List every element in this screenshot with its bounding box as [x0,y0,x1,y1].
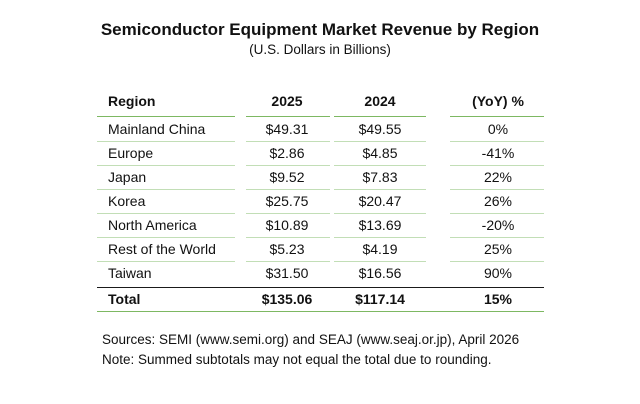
table-row-region: Japan [108,169,147,185]
row-separator [450,165,544,166]
table-row-yoy: -41% [481,145,515,161]
row-separator [334,141,426,142]
row-separator [450,261,544,262]
table-row-region: North America [108,217,197,233]
row-separator [97,237,235,238]
header-region: Region [108,93,156,109]
header-rule-yoy [450,116,544,117]
header-2024: 2024 [364,93,396,109]
table-row-yoy: 0% [487,121,509,137]
row-separator [97,141,235,142]
row-separator [334,165,426,166]
table-row-region: Rest of the World [108,241,216,257]
row-separator [246,141,330,142]
row-separator [450,213,544,214]
table-row-2024: $4.19 [362,241,398,257]
table-row-2024: $49.55 [358,121,402,137]
table-row-yoy: -20% [481,217,515,233]
report-subtitle: (U.S. Dollars in Billions) [249,42,391,57]
row-separator [97,261,235,262]
row-separator [334,213,426,214]
header-rule-2025 [246,116,330,117]
row-separator [246,237,330,238]
table-row-2025: $2.86 [269,145,305,161]
row-separator [97,165,235,166]
table-row-2025: $25.75 [265,193,309,209]
total-yoy: 15% [483,291,513,307]
row-separator [246,261,330,262]
table-row-2024: $20.47 [358,193,402,209]
row-separator [246,165,330,166]
table-row-2025: $5.23 [269,241,305,257]
row-separator [97,213,235,214]
table-row-2025: $31.50 [265,265,309,281]
table-row-2024: $7.83 [362,169,398,185]
row-separator [334,237,426,238]
table-row-yoy: 25% [483,241,513,257]
sources-note: Sources: SEMI (www.semi.org) and SEAJ (w… [102,332,520,347]
table-row-region: Europe [108,145,154,161]
table-row-2024: $13.69 [358,217,402,233]
table-row-region: Korea [108,193,146,209]
total-bottom-rule [97,311,544,312]
rounding-note: Note: Summed subtotals may not equal the… [102,352,492,367]
table-row-region: Mainland China [108,121,206,137]
row-separator [246,189,330,190]
table-row-yoy: 90% [483,265,513,281]
row-separator [97,189,235,190]
table-row-2025: $49.31 [265,121,309,137]
total-label: Total [108,291,141,307]
table-row-yoy: 22% [483,169,513,185]
row-separator [334,189,426,190]
table-row-2024: $4.85 [362,145,398,161]
table-row-region: Taiwan [108,265,152,281]
row-separator [334,261,426,262]
table-row-yoy: 26% [483,193,513,209]
report-title: Semiconductor Equipment Market Revenue b… [100,20,540,39]
total-2024: $117.14 [355,291,405,307]
table-row-2025: $9.52 [269,169,305,185]
row-separator [450,189,544,190]
row-separator [246,213,330,214]
table-row-2024: $16.56 [358,265,402,281]
total-rule [97,287,544,288]
total-2025: $135.06 [261,291,313,307]
table-row-2025: $10.89 [265,217,309,233]
row-separator [450,237,544,238]
header-2025: 2025 [271,93,303,109]
header-rule-2024 [334,116,426,117]
header-rule-region [97,116,235,117]
row-separator [450,141,544,142]
header-yoy: (YoY) % [472,93,524,109]
